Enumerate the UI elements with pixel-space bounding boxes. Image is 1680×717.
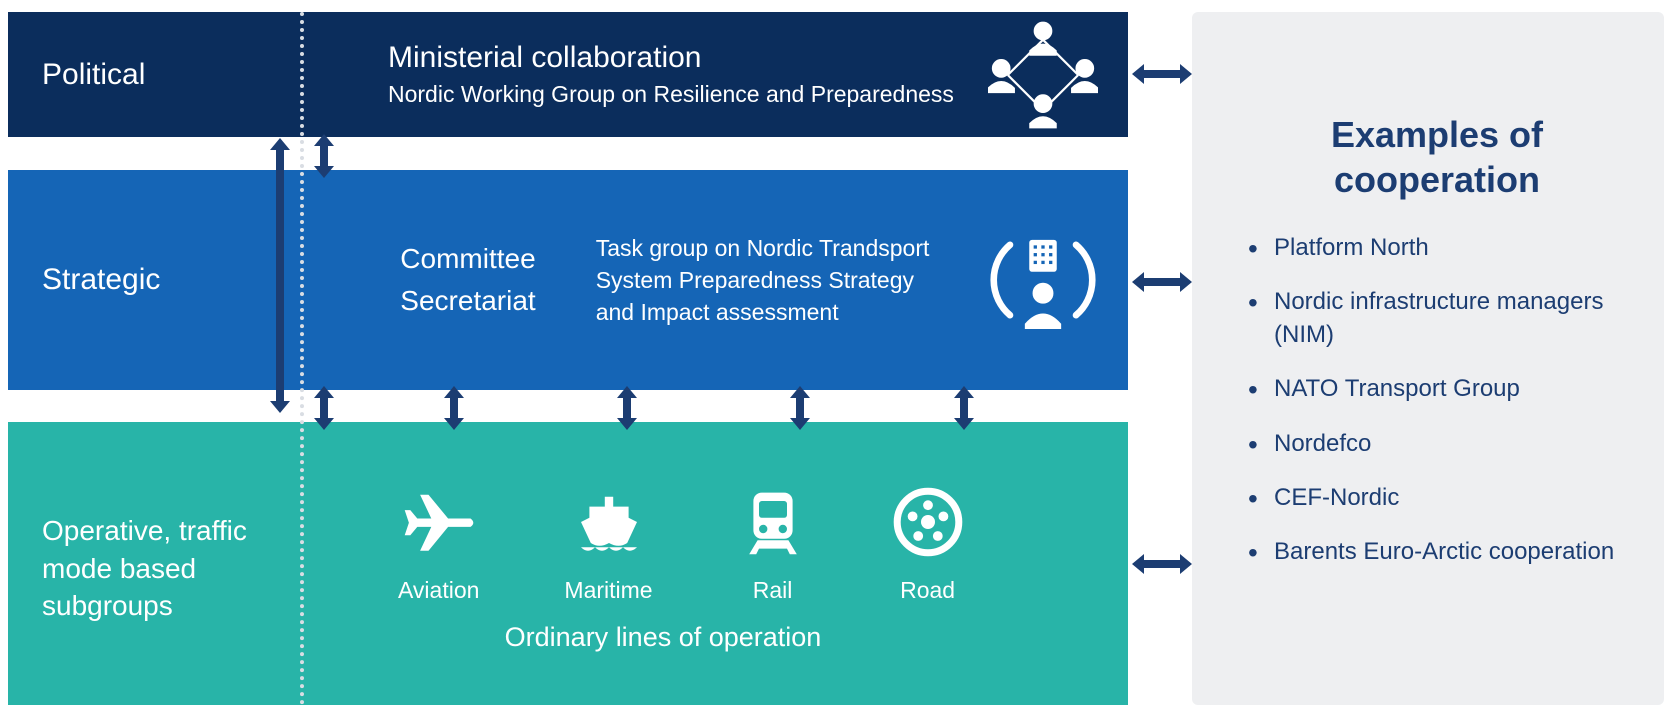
row-operative-label: Operative, traffic mode based subgroups (8, 422, 298, 705)
operative-modes: Aviation Maritime Rail (398, 487, 968, 604)
examples-title: Examples of cooperation (1248, 112, 1626, 202)
political-subtitle: Nordic Working Group on Resilience and P… (388, 81, 968, 108)
strategic-committee: Committee Secretariat (400, 238, 535, 322)
v-arrow (952, 386, 976, 430)
mode-maritime: Maritime (564, 487, 652, 604)
v-arrow (312, 386, 336, 430)
mode-rail-label: Rail (753, 577, 793, 604)
v-arrow (788, 386, 812, 430)
ordinary-lines: Ordinary lines of operation (388, 622, 968, 653)
building-person-icon (988, 225, 1098, 335)
v-arrow (312, 134, 336, 178)
political-title: Ministerial collaboration (388, 41, 968, 75)
mode-rail: Rail (738, 487, 808, 604)
example-item: Barents Euro-Arctic cooperation (1248, 536, 1626, 568)
v-arrow (615, 386, 639, 430)
airplane-icon (404, 487, 474, 563)
committee-line2: Secretariat (400, 280, 535, 322)
h-arrow (1132, 62, 1192, 86)
train-icon (738, 487, 808, 563)
example-item: Nordefco (1248, 428, 1626, 460)
example-item: Nordic infrastructure managers (NIM) (1248, 286, 1626, 351)
wheel-icon (893, 487, 963, 563)
row-strategic: Strategic Committee Secretariat Task gro… (8, 170, 1128, 390)
example-item: CEF-Nordic (1248, 482, 1626, 514)
example-item: Platform North (1248, 232, 1626, 264)
vertical-divider (300, 12, 304, 705)
ship-icon (574, 487, 644, 563)
row-operative-body: Aviation Maritime Rail (298, 422, 1128, 705)
row-political: Political Ministerial collaboration Nord… (8, 12, 1128, 137)
examples-list: Platform North Nordic infrastructure man… (1248, 232, 1626, 569)
row-political-label: Political (8, 12, 298, 137)
h-arrow (1132, 552, 1192, 576)
row-operative: Operative, traffic mode based subgroups … (8, 422, 1128, 705)
mode-aviation: Aviation (398, 487, 479, 604)
committee-line1: Committee (400, 238, 535, 280)
mode-aviation-label: Aviation (398, 577, 479, 604)
examples-panel: Examples of cooperation Platform North N… (1192, 12, 1664, 705)
mode-road-label: Road (900, 577, 955, 604)
v-arrow-tall (268, 138, 292, 413)
mode-maritime-label: Maritime (564, 577, 652, 604)
diagram-stage: Political Ministerial collaboration Nord… (0, 0, 1680, 717)
row-political-body: Ministerial collaboration Nordic Working… (298, 12, 1128, 137)
v-arrow (442, 386, 466, 430)
strategic-task: Task group on Nordic Trandsport System P… (596, 232, 956, 329)
row-strategic-body: Committee Secretariat Task group on Nord… (298, 170, 1128, 390)
row-strategic-label: Strategic (8, 170, 298, 390)
example-item: NATO Transport Group (1248, 373, 1626, 405)
h-arrow (1132, 270, 1192, 294)
people-network-icon (988, 20, 1098, 130)
mode-road: Road (893, 487, 963, 604)
